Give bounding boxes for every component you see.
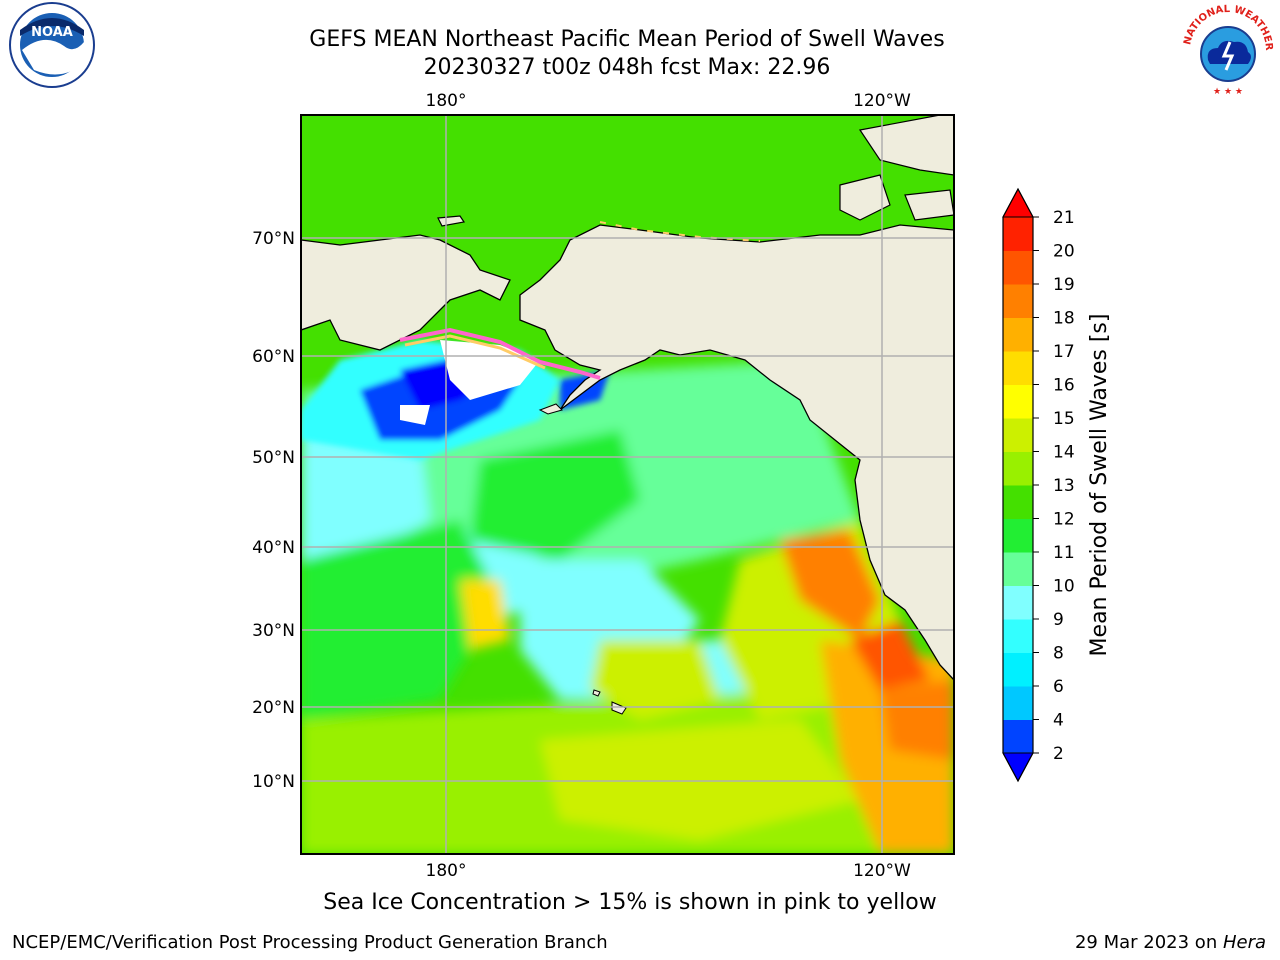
colorbar-tick-label: 20: [1053, 242, 1075, 262]
lat-label-50n: 50°N: [252, 448, 295, 468]
map-frame: [300, 114, 955, 855]
colorbar-tick-label: 8: [1053, 644, 1064, 664]
land-areas: [301, 115, 954, 715]
colorbar-tick-label: 9: [1053, 610, 1064, 630]
colorbar-segment: [1003, 317, 1033, 352]
colorbar-tick-label: 17: [1053, 342, 1075, 362]
lon-top-label-120w: 120°W: [853, 91, 911, 111]
footer-date-text: 29 Mar 2023 on: [1074, 932, 1223, 953]
colorbar-tick-label: 11: [1053, 543, 1075, 563]
colorbar-tick-label: 18: [1053, 309, 1075, 329]
colorbar-tick-label: 16: [1053, 376, 1075, 396]
colorbar-segment: [1003, 686, 1033, 720]
colorbar-segment: [1003, 451, 1033, 486]
colorbar-label: Mean Period of Swell Waves [s]: [1087, 314, 1112, 657]
nws-logo: NATIONAL WEATHER SERVICE ★ ★ ★: [1180, 2, 1276, 98]
lat-label-10n: 10°N: [252, 772, 295, 792]
colorbar-segment: [1003, 384, 1033, 419]
colorbar-over-arrow: [1002, 187, 1034, 218]
colorbar-tick-label: 13: [1053, 476, 1075, 496]
colorbar-segment: [1003, 652, 1033, 687]
colorbar-tick-label: 4: [1053, 711, 1064, 731]
colorbar-tick-label: 6: [1053, 677, 1064, 697]
colorbar-tick-label: 19: [1053, 275, 1075, 295]
colorbar-tick-label: 14: [1053, 443, 1075, 463]
svg-text:★ ★ ★: ★ ★ ★: [1213, 87, 1243, 97]
sea-ice-caption: Sea Ice Concentration > 15% is shown in …: [323, 890, 937, 915]
colorbar-segment: [1003, 518, 1033, 553]
colorbar-tick-label: 21: [1053, 208, 1075, 228]
colorbar-segment: [1003, 485, 1033, 519]
colorbar-segment: [1003, 585, 1033, 620]
title-line-2: 20230327 t00z 048h fcst Max: 22.96: [423, 55, 831, 80]
colorbar-tick-label: 10: [1053, 577, 1075, 597]
lat-label-40n: 40°N: [252, 538, 295, 558]
lon-bottom-label-120w: 120°W: [853, 861, 911, 881]
colorbar-segment: [1003, 351, 1033, 385]
colorbar: 2 4 6 8 9 10 11 12 13 14 15 16 17 18 19 20 21: [1002, 187, 1075, 783]
noaa-logo: NOAA: [4, 2, 100, 88]
footer-date: 29 Mar 2023 on Hera: [1075, 932, 1266, 953]
colorbar-segment: [1003, 552, 1033, 586]
title-line-1: GEFS MEAN Northeast Pacific Mean Period …: [309, 27, 945, 52]
lat-label-20n: 20°N: [252, 698, 295, 718]
colorbar-under-arrow: [1002, 752, 1034, 783]
chart-title: GEFS MEAN Northeast Pacific Mean Period …: [0, 26, 1254, 82]
colorbar-segment: [1003, 217, 1033, 251]
colorbar-tick-label: 2: [1053, 744, 1064, 764]
lat-label-30n: 30°N: [252, 621, 295, 641]
lat-label-60n: 60°N: [252, 347, 295, 367]
colorbar-segment: [1003, 719, 1033, 754]
colorbar-segment: [1003, 418, 1033, 452]
colorbar-segment: [1003, 619, 1033, 653]
colorbar-tick-label: 12: [1053, 510, 1075, 530]
lon-bottom-label-180: 180°: [426, 861, 467, 881]
graticule: [301, 115, 954, 854]
footer-credit: NCEP/EMC/Verification Post Processing Pr…: [12, 932, 608, 953]
swell-period-field: [301, 115, 954, 854]
colorbar-segment: [1003, 284, 1033, 318]
colorbar-tick-label: 15: [1053, 409, 1075, 429]
colorbar-segment: [1003, 250, 1033, 285]
noaa-logo-text: NOAA: [31, 25, 73, 40]
footer-host: Hera: [1222, 932, 1266, 953]
lat-label-70n: 70°N: [252, 229, 295, 249]
lon-top-label-180: 180°: [426, 91, 467, 111]
